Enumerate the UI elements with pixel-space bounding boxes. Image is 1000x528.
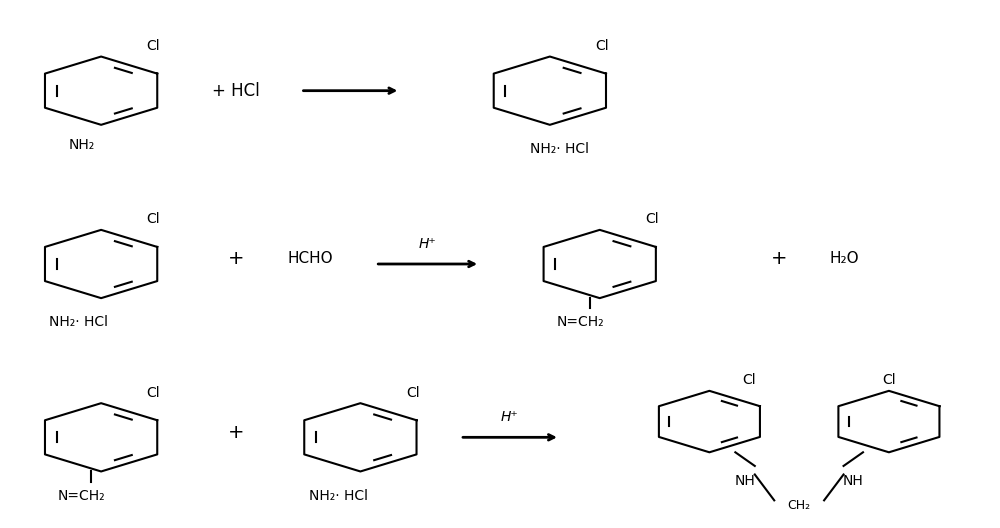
- Text: Cl: Cl: [406, 386, 419, 400]
- Text: CH₂: CH₂: [788, 499, 811, 512]
- Text: Cl: Cl: [742, 373, 755, 388]
- Text: + HCl: + HCl: [212, 82, 260, 100]
- Text: Cl: Cl: [146, 212, 160, 227]
- Text: Cl: Cl: [882, 373, 896, 388]
- Text: Cl: Cl: [595, 39, 609, 53]
- Text: NH₂· HCl: NH₂· HCl: [49, 315, 108, 329]
- Text: +: +: [227, 422, 244, 441]
- Text: H⁺: H⁺: [419, 237, 437, 251]
- Text: H₂O: H₂O: [829, 251, 859, 266]
- Text: NH: NH: [735, 475, 755, 488]
- Text: H⁺: H⁺: [501, 410, 519, 424]
- Text: NH: NH: [843, 475, 864, 488]
- Text: NH₂· HCl: NH₂· HCl: [309, 488, 368, 503]
- Text: +: +: [771, 249, 787, 268]
- Text: NH₂· HCl: NH₂· HCl: [530, 142, 589, 156]
- Text: Cl: Cl: [146, 386, 160, 400]
- Text: NH₂: NH₂: [69, 138, 95, 153]
- Text: Cl: Cl: [146, 39, 160, 53]
- Text: N=CH₂: N=CH₂: [556, 315, 604, 329]
- Text: Cl: Cl: [645, 212, 659, 227]
- Text: HCHO: HCHO: [288, 251, 333, 266]
- Text: N=CH₂: N=CH₂: [58, 488, 105, 503]
- Text: +: +: [227, 249, 244, 268]
